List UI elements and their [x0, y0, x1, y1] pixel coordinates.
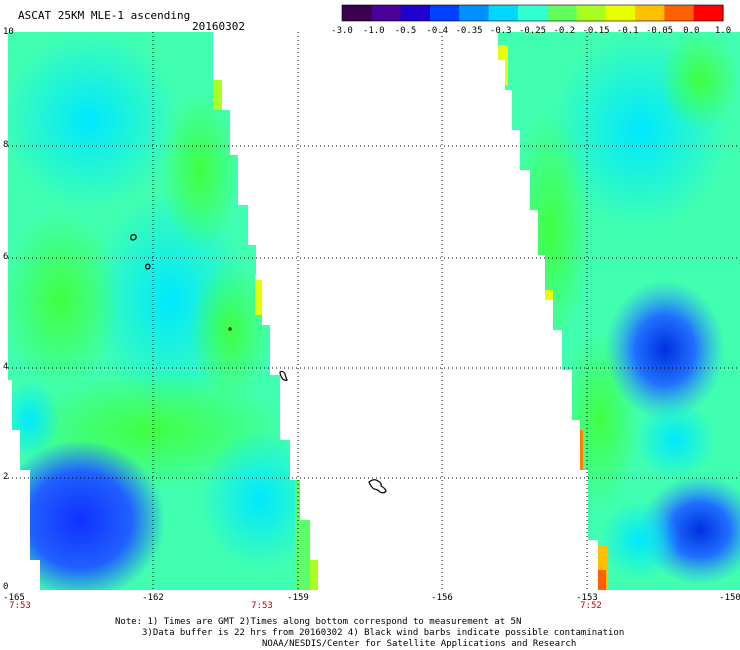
colorbar-segment	[400, 5, 431, 21]
colorbar-segment	[664, 5, 695, 21]
colorbar-segment	[429, 5, 460, 21]
colorbar-label: -1.0	[362, 26, 385, 36]
colorbar-label: -0.3	[489, 26, 512, 36]
colorbar-border	[341, 4, 724, 22]
time-label-right: 7:52	[580, 601, 602, 611]
colorbar-label: -0.35	[455, 26, 483, 36]
lon-label-162: -162	[142, 593, 164, 603]
colorbar-segment	[576, 5, 607, 21]
colorbar-label: -0.1	[616, 26, 639, 36]
lon-label-159: -159	[287, 593, 309, 603]
colorbar-label: 0.0	[683, 26, 700, 36]
colorbar-label: -0.25	[518, 26, 547, 36]
colorbar-segment	[547, 5, 578, 21]
map-title: ASCAT 25KM MLE-1 ascending	[18, 9, 191, 22]
lat-label-8: 8	[3, 140, 9, 150]
colorbar-segment	[635, 5, 665, 21]
island-outlines	[130, 233, 387, 494]
left-swath	[8, 32, 318, 590]
colorbar-label: -3.0	[331, 26, 353, 36]
colorbar-segment	[517, 5, 548, 21]
colorbar-label: -0.4	[426, 26, 449, 36]
colorbar	[341, 4, 724, 22]
note-line-1: Note: 1) Times are GMT 2)Times along bot…	[115, 617, 522, 627]
colorbar-segment	[488, 5, 519, 21]
colorbar-label: -0.15	[582, 26, 610, 36]
colorbar-label: -0.5	[394, 26, 417, 36]
lat-label-6: 6	[3, 252, 9, 262]
colorbar-segment	[342, 5, 372, 21]
colorbar-label: 1.0	[714, 26, 732, 36]
colorbar-segment	[605, 5, 636, 21]
map-date: 20160302	[192, 20, 245, 33]
lat-label-2: 2	[3, 472, 9, 482]
lat-label-4: 4	[3, 362, 9, 372]
colorbar-label: -0.2	[553, 26, 576, 36]
lon-label-156: -156	[431, 593, 453, 603]
colorbar-segment	[459, 5, 490, 21]
graticule	[8, 32, 740, 590]
colorbar-segment	[693, 5, 724, 21]
note-line-2: 3)Data buffer is 22 hrs from 20160302 4)…	[142, 628, 625, 638]
colorbar-segment	[371, 5, 402, 21]
lon-label-165: -165	[3, 593, 25, 603]
lat-label-0: 0	[3, 582, 9, 592]
colorbar-label: -0.05	[645, 26, 674, 36]
time-label-middle: 7:53	[251, 601, 273, 611]
lat-label-10: 10	[3, 27, 14, 37]
time-label-left: 7:53	[9, 601, 31, 611]
note-line-3: NOAA/NESDIS/Center for Satellite Applica…	[262, 639, 577, 649]
right-swath	[498, 32, 740, 590]
lon-label-150: -150	[719, 593, 740, 603]
lon-label-153: -153	[576, 593, 598, 603]
